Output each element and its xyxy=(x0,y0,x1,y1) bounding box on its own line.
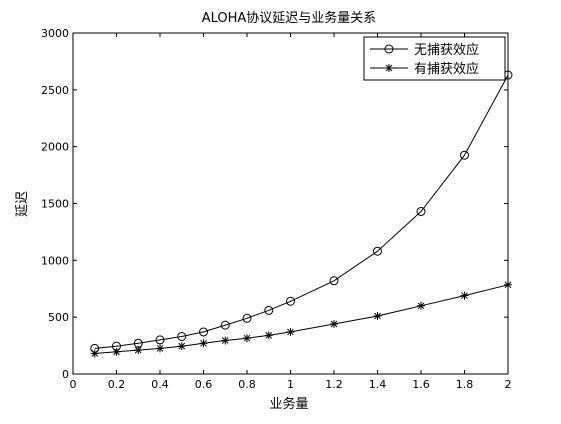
legend-label: 有捕获效应 xyxy=(414,61,479,77)
y-tick-label: 1500 xyxy=(41,198,69,211)
y-axis-title: 延迟 xyxy=(15,191,30,217)
asterisk-stroke xyxy=(134,346,142,354)
x-tick-label: 0.2 xyxy=(108,378,126,391)
series-1-point xyxy=(220,320,230,330)
series-2-point xyxy=(134,346,143,355)
series-1-point xyxy=(373,246,382,256)
asterisk-stroke xyxy=(504,281,512,289)
y-tick-label: 2000 xyxy=(41,141,69,154)
chart-title: ALOHA协议延迟与业务量关系 xyxy=(202,10,377,26)
series-1-point xyxy=(460,150,469,160)
legend-label: 无捕获效应 xyxy=(414,42,479,58)
x-tick-label: 0 xyxy=(70,378,77,391)
asterisk-stroke xyxy=(91,350,99,357)
asterisk-stroke xyxy=(156,345,164,352)
y-tick-label: 3000 xyxy=(41,27,69,40)
y-tick-label: 2500 xyxy=(41,84,69,97)
series-1-point xyxy=(416,206,426,216)
series-2-point xyxy=(504,280,512,289)
legend-marker xyxy=(385,64,393,72)
y-tick-label: 0 xyxy=(62,368,69,381)
series-2-point xyxy=(90,349,99,358)
legend-box xyxy=(363,36,506,81)
asterisk-stroke xyxy=(200,339,207,347)
asterisk-stroke xyxy=(265,331,273,339)
x-tick-label: 1.2 xyxy=(325,378,343,391)
series-2-point xyxy=(264,331,273,340)
asterisk-stroke xyxy=(461,292,468,299)
y-tick-label: 500 xyxy=(48,311,69,324)
series-2-point xyxy=(177,342,186,351)
x-tick-label: 2 xyxy=(505,378,512,391)
series-2-point xyxy=(460,291,469,300)
asterisk-stroke xyxy=(243,334,251,342)
asterisk-stroke xyxy=(330,320,338,328)
x-tick-label: 1.4 xyxy=(369,378,387,391)
series-2-point xyxy=(199,339,208,348)
series-1-line xyxy=(94,74,509,349)
series-2-point xyxy=(243,334,251,343)
series-1-point xyxy=(177,331,187,341)
series-1-point xyxy=(155,335,165,345)
asterisk-stroke xyxy=(113,348,120,356)
series-1-point xyxy=(264,305,274,315)
series-1-point xyxy=(242,313,252,323)
asterisk-stroke xyxy=(374,312,381,320)
series-1-point xyxy=(286,296,295,306)
asterisk-stroke xyxy=(221,337,229,344)
series-2-point xyxy=(373,312,382,321)
series-2-point xyxy=(330,319,338,328)
series-1-point xyxy=(329,276,339,286)
asterisk-stroke xyxy=(287,328,294,336)
x-tick-label: 1.6 xyxy=(412,378,430,391)
x-tick-label: 0.6 xyxy=(195,378,213,391)
series-1-point xyxy=(199,327,208,337)
x-tick-label: 1 xyxy=(287,378,294,391)
series-2-point xyxy=(112,347,121,356)
x-axis-title: 业务量 xyxy=(269,396,308,412)
series-2-point xyxy=(221,336,230,345)
series-2-point xyxy=(156,344,164,353)
legend-marker xyxy=(384,44,394,54)
asterisk-stroke xyxy=(385,64,393,72)
y-tick-label: 1000 xyxy=(41,254,69,267)
plot-area-frame xyxy=(72,32,509,375)
series-2-point xyxy=(286,327,295,336)
asterisk-stroke xyxy=(178,342,186,350)
x-tick-label: 0.4 xyxy=(151,378,169,391)
asterisk-stroke xyxy=(417,302,425,310)
x-tick-label: 0.8 xyxy=(238,378,256,391)
x-tick-label: 1.8 xyxy=(456,378,474,391)
series-2-point xyxy=(417,301,425,310)
